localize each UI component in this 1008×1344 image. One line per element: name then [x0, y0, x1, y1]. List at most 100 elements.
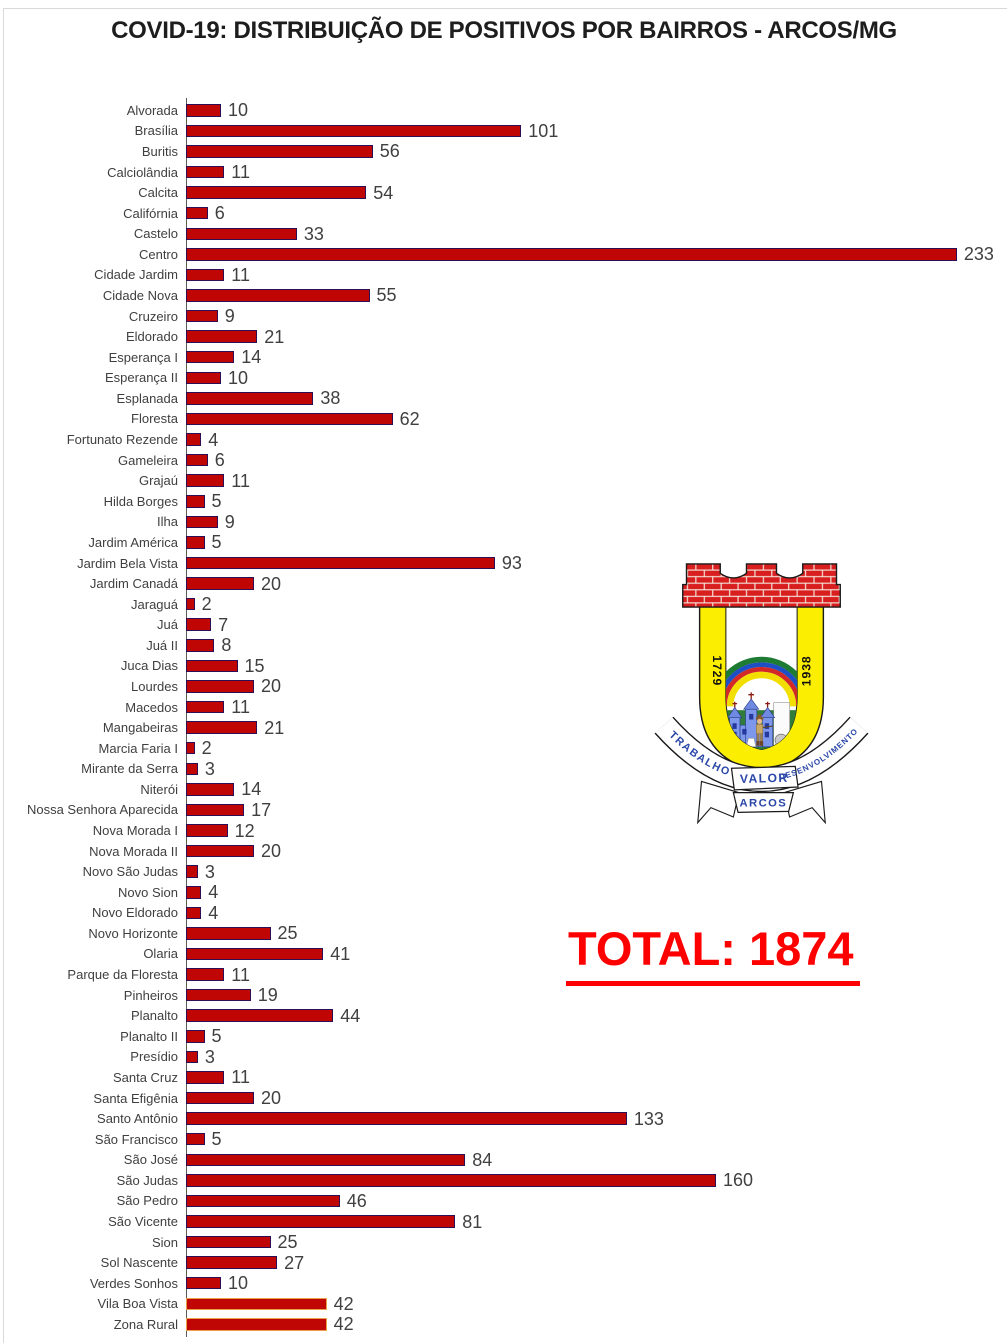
bar-row: São José 84 [0, 1149, 1008, 1170]
bar [186, 433, 202, 446]
category-label: Novo Horizonte [88, 925, 178, 941]
bar-row: Nova Morada II 20 [0, 841, 1008, 862]
category-label: Novo Sion [118, 884, 178, 900]
bar [186, 556, 495, 570]
bandeirante-figure-icon [755, 714, 773, 746]
category-label: Calcita [138, 185, 178, 201]
category-label: Centro [138, 246, 178, 262]
category-label: Novo São Judas [82, 864, 178, 880]
value-label: 21 [264, 717, 285, 738]
category-label: Parque da Floresta [67, 967, 178, 983]
bar [186, 392, 314, 405]
bar-area: 33 [186, 225, 1008, 243]
bar-area: 11 [186, 472, 1008, 490]
value-label: 27 [284, 1252, 305, 1273]
bar-row: Cruzeiro 9 [0, 306, 1008, 327]
value-label: 3 [204, 758, 215, 779]
bar-area: 5 [186, 1130, 1008, 1148]
bar [186, 1112, 627, 1125]
bar-area: 5 [186, 1027, 1008, 1045]
bar-area: 9 [186, 513, 1008, 531]
total-label: TOTAL: 1874 [566, 921, 860, 986]
category-label: Verdes Sonhos [89, 1275, 178, 1291]
bar [186, 1297, 327, 1311]
category-label: Vila Boa Vista [97, 1296, 178, 1312]
value-label: 3 [204, 1046, 215, 1067]
value-label: 20 [261, 1088, 282, 1109]
value-label: 33 [303, 223, 324, 244]
bar-area: 44 [186, 1007, 1008, 1025]
category-label: Nossa Senhora Aparecida [26, 802, 178, 818]
bar-row: Novo Eldorado 4 [0, 903, 1008, 924]
category-label: São José [123, 1152, 178, 1168]
bar-area: 21 [186, 719, 1008, 737]
value-label: 25 [277, 1232, 298, 1253]
bar [186, 597, 195, 611]
value-label: 11 [231, 1067, 250, 1088]
bar [186, 824, 228, 837]
value-label: 56 [379, 141, 400, 162]
crest-year-left: 1729 [710, 655, 724, 686]
bar [186, 165, 225, 179]
category-label: Mirante da Serra [81, 761, 178, 777]
bar-row: Presídio 3 [0, 1047, 1008, 1068]
bar-area: 19 [186, 986, 1008, 1004]
category-label: Niterói [140, 781, 178, 797]
category-label: Esperança II [105, 370, 178, 386]
bar [186, 721, 258, 734]
bar-row: Eldorado 21 [0, 326, 1008, 347]
rainbow-green-arc [725, 656, 798, 707]
bar-area: 233 [186, 245, 1008, 263]
bar-area: 17 [186, 801, 1008, 819]
bar-area: 54 [186, 184, 1008, 202]
value-label: 3 [204, 861, 215, 882]
bar-area: 9 [186, 307, 1008, 325]
value-label: 4 [208, 902, 219, 923]
category-label: Santa Efigênia [93, 1090, 178, 1106]
value-label: 11 [231, 697, 250, 718]
bar [186, 865, 198, 878]
bar-row: Pinheiros 19 [0, 985, 1008, 1006]
value-label: 2 [201, 738, 212, 759]
bar [186, 1153, 466, 1167]
bar-area: 55 [186, 286, 1008, 304]
bar [186, 309, 218, 323]
bar [186, 1174, 716, 1187]
bar-area: 27 [186, 1254, 1008, 1272]
bar [186, 1009, 334, 1022]
bar-area: 15 [186, 657, 1008, 675]
bar-row: Calciolândia 11 [0, 162, 1008, 183]
value-label: 5 [211, 1129, 222, 1150]
category-label: Esperança I [108, 349, 178, 365]
bar-area: 3 [186, 863, 1008, 881]
bar-area: 3 [186, 760, 1008, 778]
crest-motto-center: VALOR [740, 771, 789, 786]
category-label: Lourdes [131, 678, 178, 694]
bar-row: Cidade Nova 55 [0, 285, 1008, 306]
crest-year-right: 1938 [799, 655, 813, 686]
bar [186, 1030, 205, 1043]
category-label: São Vicente [108, 1214, 178, 1229]
bar-area: 93 [186, 554, 1008, 572]
category-label: Jardim Bela Vista [77, 555, 178, 571]
bar-area: 11 [186, 1068, 1008, 1086]
value-label: 10 [228, 1273, 249, 1294]
bar-row: Centro 233 [0, 244, 1008, 265]
bar-area: 5 [186, 533, 1008, 551]
bar-area: 25 [186, 924, 1008, 942]
category-label: Alvorada [126, 102, 178, 118]
category-label: São Francisco [94, 1131, 178, 1147]
bar-area: 11 [186, 966, 1008, 984]
value-label: 4 [208, 882, 219, 903]
bar [186, 412, 393, 426]
value-label: 14 [241, 779, 262, 800]
category-label: Esplanada [116, 390, 178, 406]
value-label: 42 [333, 1293, 354, 1314]
bar [186, 906, 202, 920]
category-label: Zona Rural [113, 1316, 178, 1332]
ribbon-wing-right [783, 780, 826, 824]
category-label: Eldorado [125, 329, 178, 345]
category-label: Presídio [130, 1049, 178, 1065]
bar-area: 6 [186, 204, 1008, 222]
